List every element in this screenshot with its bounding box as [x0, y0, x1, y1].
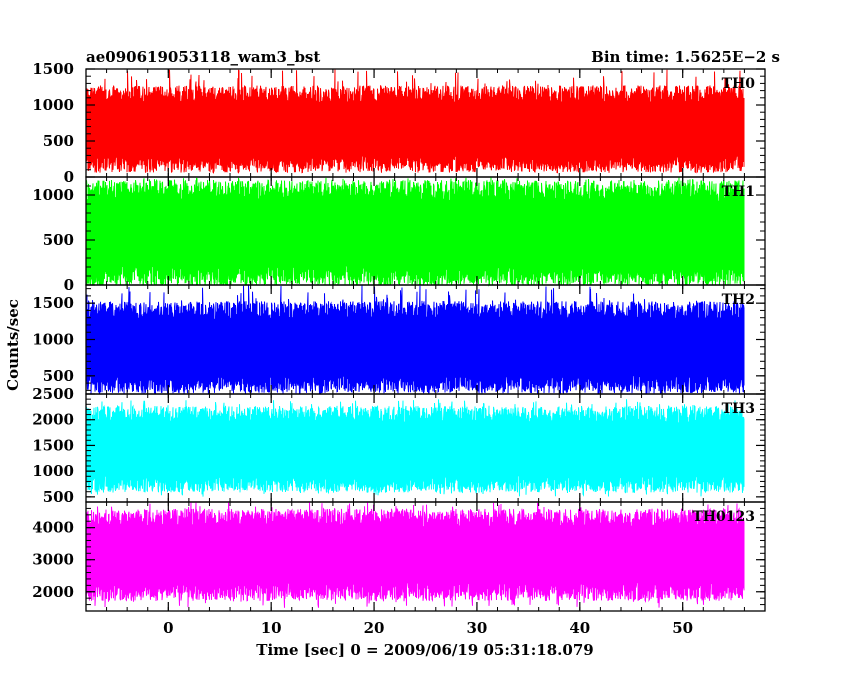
- y-tick-label: 1500: [32, 436, 74, 454]
- panel-th1: 0 500 1000 TH1: [32, 176, 766, 294]
- y-tick-label: 1500: [32, 60, 74, 78]
- panel-label-th0123: TH0123: [692, 509, 755, 525]
- x-tick-label: 30: [467, 619, 488, 637]
- panel-th2: 500 1000 1500 TH2: [32, 284, 766, 395]
- y-tick-label: 500: [43, 367, 74, 385]
- y-tick-label: 1000: [32, 462, 74, 480]
- y-tick-label: 1000: [32, 186, 74, 204]
- y-tick-label: 3000: [32, 551, 74, 569]
- series-line-th2: [85, 285, 745, 395]
- y-axis-label: Counts/sec: [4, 299, 22, 391]
- panel-frame: [85, 501, 766, 612]
- y-tick-label: 500: [43, 231, 74, 249]
- header-title: ae090619053118_wam3_bst: [86, 48, 320, 66]
- panel-th0123: 2000 3000 4000 TH0123 0 10 20 30 40 50: [32, 501, 766, 637]
- panel-label-th1: TH1: [722, 184, 755, 200]
- y-tick-label: 2000: [32, 411, 74, 429]
- y-tick-label: 0: [64, 276, 74, 294]
- panel-label-th0: TH0: [722, 76, 756, 92]
- y-tick-label: 500: [43, 132, 74, 150]
- y-tick-label: 1000: [32, 96, 74, 114]
- panel-th0: 0 500 1000 1500 TH0: [32, 60, 766, 186]
- x-tick-label: 20: [364, 619, 385, 637]
- y-tick-label: 1000: [32, 331, 74, 349]
- y-tick-label: 4000: [32, 519, 74, 537]
- bin-time-label: Bin time: 1.5625E−2 s: [591, 48, 780, 66]
- panel-th3: 500 1000 1500 2000 2500 TH3: [32, 385, 766, 506]
- x-tick-label: 50: [672, 619, 693, 637]
- x-tick-label: 0: [163, 619, 173, 637]
- x-tick-label: 10: [261, 619, 282, 637]
- y-tick-label: 2000: [32, 583, 74, 601]
- y-tick-label: 0: [64, 168, 74, 186]
- y-tick-label: 500: [43, 488, 74, 506]
- panel-label-th2: TH2: [722, 292, 755, 308]
- series-line-th3: [85, 399, 745, 497]
- panel-label-th3: TH3: [722, 401, 755, 417]
- series-line-th0: [85, 69, 745, 174]
- x-tick-label: 40: [569, 619, 590, 637]
- series-line-th1: [85, 177, 745, 287]
- y-tick-label: 2500: [32, 385, 74, 403]
- y-tick-label: 1500: [32, 294, 74, 312]
- series-line-th0123: [85, 502, 745, 608]
- x-axis-label: Time [sec] 0 = 2009/06/19 05:31:18.079: [256, 641, 593, 659]
